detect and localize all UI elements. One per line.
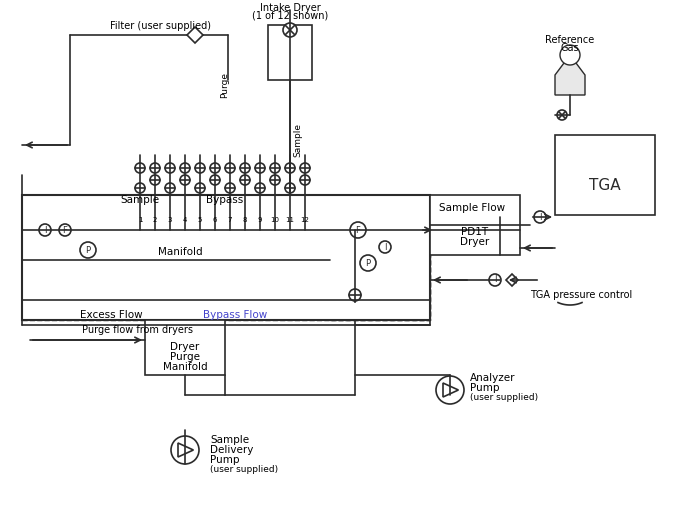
Text: Intake Dryer: Intake Dryer — [260, 3, 321, 13]
Circle shape — [165, 183, 175, 193]
Text: 7: 7 — [228, 217, 233, 223]
Circle shape — [225, 183, 235, 193]
Text: 8: 8 — [243, 217, 247, 223]
Text: TGA: TGA — [589, 177, 621, 193]
Circle shape — [349, 289, 361, 301]
Bar — [145, 320, 225, 375]
Text: 2: 2 — [153, 217, 157, 223]
Text: P: P — [85, 245, 91, 255]
Circle shape — [240, 175, 250, 185]
Text: PD1T: PD1T — [462, 227, 489, 237]
Text: Purge: Purge — [220, 72, 229, 98]
Text: Excess Flow: Excess Flow — [80, 310, 142, 320]
Text: Bypass Flow: Bypass Flow — [203, 310, 267, 320]
Text: I: I — [494, 275, 496, 284]
Bar — [555, 135, 655, 215]
Circle shape — [255, 183, 265, 193]
Circle shape — [180, 175, 190, 185]
Circle shape — [560, 45, 580, 65]
Text: Sample: Sample — [121, 195, 159, 205]
Text: 12: 12 — [300, 217, 309, 223]
Text: I: I — [44, 226, 46, 235]
Text: (1 of 12 shown): (1 of 12 shown) — [252, 10, 328, 20]
Text: I: I — [384, 242, 386, 251]
Circle shape — [283, 23, 297, 37]
Text: Bypass: Bypass — [206, 195, 243, 205]
Text: 10: 10 — [271, 217, 279, 223]
Text: Sample: Sample — [210, 435, 249, 445]
Polygon shape — [178, 443, 193, 457]
Text: Gas: Gas — [561, 43, 579, 53]
Polygon shape — [187, 27, 203, 43]
Circle shape — [165, 163, 175, 173]
Text: Analyzer: Analyzer — [470, 373, 515, 383]
Text: (user supplied): (user supplied) — [470, 393, 538, 403]
Circle shape — [436, 376, 464, 404]
Circle shape — [534, 211, 546, 223]
Text: 11: 11 — [285, 217, 294, 223]
Text: Dryer: Dryer — [460, 237, 490, 247]
Circle shape — [360, 255, 376, 271]
Circle shape — [379, 241, 391, 253]
Text: Delivery: Delivery — [210, 445, 254, 455]
Text: Pump: Pump — [210, 455, 239, 465]
Text: 3: 3 — [167, 217, 172, 223]
Circle shape — [300, 163, 310, 173]
Circle shape — [270, 175, 280, 185]
Text: Manifold: Manifold — [158, 247, 202, 257]
Text: F: F — [355, 226, 361, 235]
Polygon shape — [555, 55, 585, 95]
Circle shape — [135, 183, 145, 193]
Text: Reference: Reference — [545, 35, 595, 45]
Text: I: I — [539, 212, 541, 222]
Circle shape — [255, 163, 265, 173]
Polygon shape — [443, 383, 458, 397]
Text: Purge: Purge — [170, 352, 200, 362]
Bar — [22, 195, 430, 320]
Text: F: F — [62, 226, 67, 235]
Text: Filter (user supplied): Filter (user supplied) — [110, 21, 210, 31]
Circle shape — [135, 163, 145, 173]
Text: 4: 4 — [183, 217, 187, 223]
Bar — [330, 195, 430, 320]
Bar — [22, 195, 430, 320]
Circle shape — [171, 436, 199, 464]
Circle shape — [557, 110, 567, 120]
Text: 6: 6 — [213, 217, 217, 223]
Bar — [430, 195, 520, 255]
Circle shape — [150, 175, 160, 185]
Circle shape — [225, 163, 235, 173]
Circle shape — [59, 224, 71, 236]
Circle shape — [150, 163, 160, 173]
Text: Manifold: Manifold — [163, 362, 207, 372]
Circle shape — [300, 175, 310, 185]
Bar — [268, 25, 312, 80]
Circle shape — [285, 183, 295, 193]
Text: Dryer: Dryer — [170, 342, 199, 352]
Circle shape — [350, 222, 366, 238]
Circle shape — [195, 163, 205, 173]
Text: 1: 1 — [138, 217, 142, 223]
Circle shape — [210, 175, 220, 185]
Text: P: P — [365, 259, 371, 268]
Circle shape — [240, 163, 250, 173]
Text: (user supplied): (user supplied) — [210, 465, 278, 475]
Text: 9: 9 — [258, 217, 262, 223]
Text: TGA pressure control: TGA pressure control — [530, 290, 633, 300]
Circle shape — [195, 183, 205, 193]
Text: Pump: Pump — [470, 383, 500, 393]
Text: Purge flow from dryers: Purge flow from dryers — [82, 325, 193, 335]
Text: Sample Flow: Sample Flow — [439, 203, 505, 213]
Circle shape — [80, 242, 96, 258]
Circle shape — [180, 163, 190, 173]
Text: Sample: Sample — [294, 123, 302, 157]
Circle shape — [210, 163, 220, 173]
Circle shape — [489, 274, 501, 286]
Circle shape — [285, 163, 295, 173]
Circle shape — [270, 163, 280, 173]
Polygon shape — [506, 274, 518, 286]
Circle shape — [39, 224, 51, 236]
Text: 5: 5 — [198, 217, 202, 223]
